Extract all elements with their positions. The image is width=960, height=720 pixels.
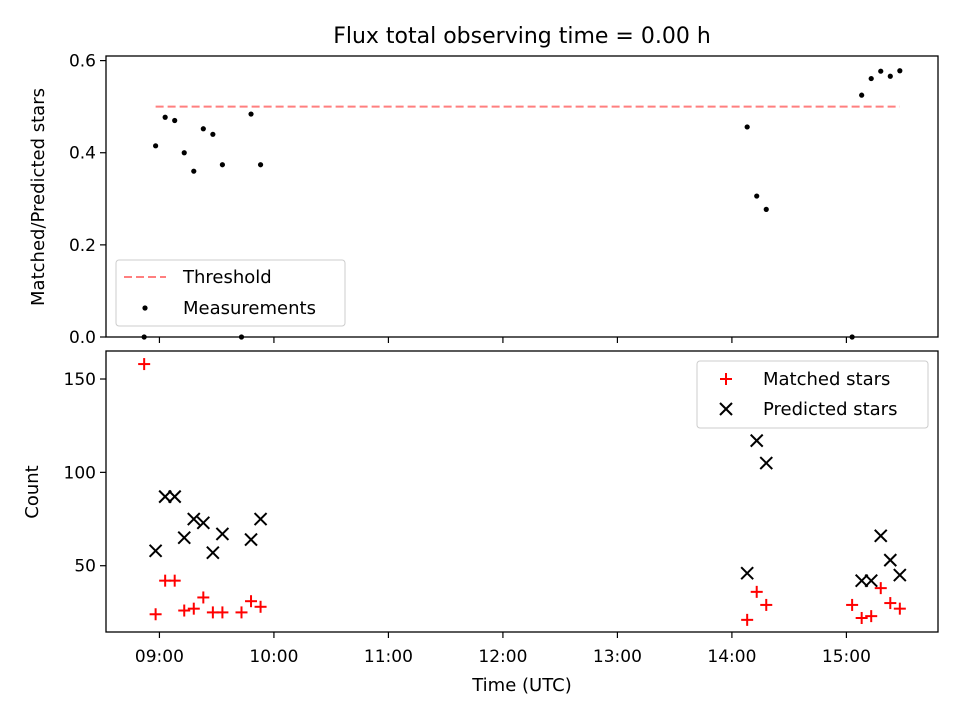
matched-star-point [245,595,258,608]
bottom-y-axis-label: Count [22,465,43,518]
predicted-star-point [253,512,268,526]
predicted-star-point [740,566,754,580]
top-y-ticks: 0.0 0.2 0.4 0.6 [69,52,106,348]
top-axes-frame [105,55,939,338]
x-axis-label: Time (UTC) [471,675,572,696]
top-y-tick-label: 0.4 [69,144,96,164]
x-tick-label: 14:00 [707,647,756,667]
predicted-star-point [148,544,163,558]
measurement-point [868,75,874,82]
top-legend: Threshold Measurements [115,259,346,327]
bottom-x-ticks: 09:00 10:00 11:00 12:00 13:00 14:00 15:00 [135,632,871,667]
bottom-panel: 50 100 150 09:00 10:00 11:00 12:00 13:00 14:00 1… [22,350,939,696]
predicted-star-point [883,553,898,567]
bottom-legend: Matched stars Predicted stars [696,360,929,429]
top-y-tick-label: 0.6 [69,52,96,72]
matched-star-point [138,358,151,371]
measurement-point [763,206,769,212]
bottom-y-ticks: 50 100 150 [64,370,106,577]
measurement-point [897,68,903,74]
measurement-point [887,73,893,79]
matched-star-point [254,600,267,613]
legend-measurements-swatch [142,305,148,311]
measurement-point [162,114,168,120]
top-y-axis-label: Matched/Predicted stars [28,88,49,306]
predicted-star-point [864,573,878,588]
measurement-point [219,162,226,168]
bottom-axes-frame [105,350,939,633]
x-tick-label: 10:00 [249,647,298,667]
matched-star-point [216,606,229,619]
matched-star-point [178,604,191,617]
matched-star-point [760,598,773,611]
top-x-ticks [158,337,848,343]
matched-star-point [741,613,754,626]
legend-predicted-swatch [719,402,733,416]
bottom-plot-area [138,358,907,626]
measurement-point [191,168,197,174]
top-legend-box [115,259,346,327]
predicted-star-point [196,516,211,530]
legend-matched-swatch [720,373,732,385]
bottom-y-tick-label: 100 [64,463,96,483]
measurement-point [172,117,178,124]
measurement-point [200,126,206,132]
x-tick-label: 13:00 [593,647,642,667]
top-y-tick-label: 0.2 [69,236,96,256]
matched-star-point [187,602,200,615]
predicted-star-point [759,456,773,470]
x-tick-label: 11:00 [364,647,413,667]
matched-star-point [855,611,868,624]
predicted-star-point [874,529,888,543]
bottom-y-tick-label: 50 [74,557,96,577]
legend-measurements-label: Measurements [183,298,316,319]
measurement-point [744,124,750,130]
predicted-star-point [187,512,201,526]
matched-star-point [235,606,248,619]
predicted-star-point [167,489,182,504]
predicted-star-point [750,433,764,448]
predicted-star-point [854,573,869,588]
predicted-star-point [206,545,220,560]
measurement-point [210,131,216,137]
legend-predicted-label: Predicted stars [763,399,897,420]
x-tick-label: 15:00 [822,647,871,667]
bottom-legend-box [696,360,929,429]
matched-star-point [865,610,878,623]
x-tick-label: 12:00 [478,647,527,667]
matched-star-point [750,585,763,598]
matched-star-point [168,574,181,587]
predicted-star-point [893,568,907,582]
measurement-point [878,68,884,74]
matched-star-point [846,598,859,611]
measurement-point [754,193,760,199]
top-plot-area [141,68,903,340]
top-panel: 0.0 0.2 0.4 0.6 Matched/Predicted stars Thr… [28,52,939,348]
predicted-star-point [158,489,172,504]
figure-title: Flux total observing time = 0.00 h [333,24,711,49]
predicted-star-point [244,532,258,547]
measurement-point [153,143,159,149]
measurement-point [248,111,254,117]
matched-star-point [197,591,210,604]
bottom-y-tick-label: 150 [64,370,96,390]
predicted-star-point [177,531,191,545]
matched-star-point [884,597,897,610]
matched-star-point [874,582,887,595]
top-y-tick-label: 0.0 [69,328,96,348]
measurement-point [257,162,264,168]
matched-star-point [149,608,162,621]
x-tick-label: 09:00 [135,647,184,667]
legend-threshold-label: Threshold [182,267,272,288]
matched-star-point [893,602,906,615]
legend-matched-label: Matched stars [763,369,890,390]
measurement-point [181,150,187,156]
measurement-point [859,92,865,98]
predicted-star-point [215,527,230,541]
